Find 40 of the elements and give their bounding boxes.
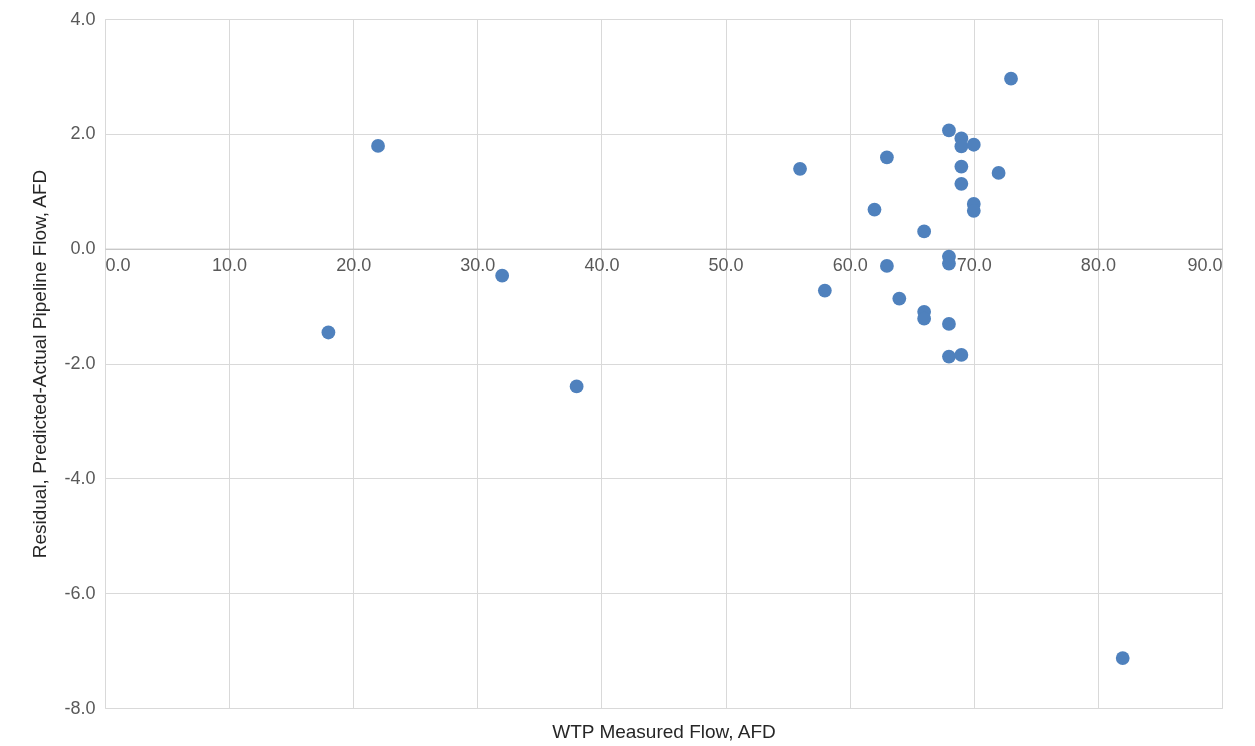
point (954, 348, 969, 362)
point (321, 325, 336, 340)
point (371, 139, 385, 153)
point (954, 159, 969, 174)
point (1004, 71, 1018, 86)
point (880, 150, 894, 165)
x-tick-label: 50.0 (708, 255, 744, 276)
point (867, 202, 882, 217)
x-tick-label: 20.0 (336, 255, 372, 276)
point (942, 317, 956, 331)
y-tick-label: 4.0 (70, 8, 96, 29)
x-tick-label: 40.0 (584, 255, 620, 276)
point (942, 349, 956, 364)
point (917, 224, 932, 239)
y-tick-label: -8.0 (64, 697, 96, 718)
point (954, 176, 969, 191)
x-tick-label: 80.0 (1080, 255, 1116, 276)
x-tick-label: 90.0 (1187, 255, 1223, 276)
point (495, 268, 510, 283)
x-tick-label: 70.0 (956, 255, 992, 276)
y-tick-label: -6.0 (64, 582, 96, 603)
x-axis-title: WTP Measured Flow, AFD (552, 720, 776, 742)
point (793, 161, 807, 176)
y-axis-title: Residual, Predicted-Actual Pipeline Flow, AFD (29, 169, 51, 559)
y-tick-label: 0.0 (70, 238, 96, 259)
point (892, 291, 907, 306)
point (1115, 651, 1130, 665)
point (942, 123, 956, 138)
point (991, 166, 1006, 180)
y-tick-label: 2.0 (70, 123, 96, 144)
x-tick-label: 30.0 (460, 255, 496, 276)
x-tick-label: 60.0 (832, 255, 868, 276)
y-tick-label: -2.0 (64, 353, 96, 373)
point (817, 283, 832, 298)
point (880, 259, 894, 273)
point (569, 379, 584, 394)
x-tick-label: 10.0 (212, 255, 248, 276)
y-tick-label: -4.0 (64, 467, 96, 488)
x-tick-label: 0.0 (105, 255, 131, 276)
point (966, 137, 981, 152)
